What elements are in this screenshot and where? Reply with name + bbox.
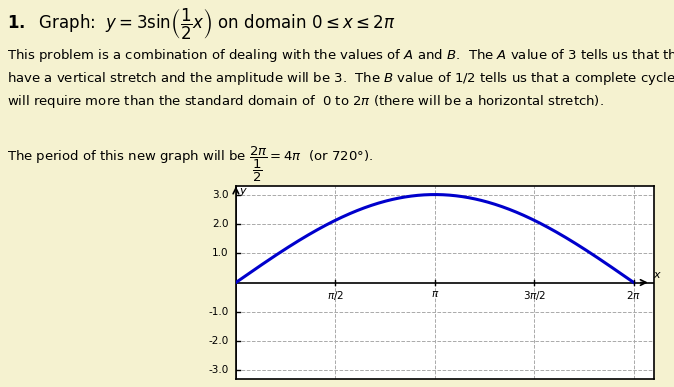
Text: The period of this new graph will be $\dfrac{2\pi}{\dfrac{1}{2}} = 4\pi$  (or 72: The period of this new graph will be $\d… — [7, 145, 373, 184]
Text: $3\pi/2$: $3\pi/2$ — [522, 289, 546, 302]
Text: $\pi$: $\pi$ — [431, 289, 439, 299]
Text: $\mathbf{1.}$  Graph:  $y = 3\sin\!\left(\dfrac{1}{2}x\right)$ on domain $0 \leq: $\mathbf{1.}$ Graph: $y = 3\sin\!\left(\… — [7, 6, 395, 41]
Text: $2\pi$: $2\pi$ — [626, 289, 641, 301]
Text: $y$: $y$ — [239, 187, 248, 199]
Text: $x$: $x$ — [652, 270, 661, 280]
Text: $\pi/2$: $\pi/2$ — [327, 289, 344, 302]
Text: 3.0: 3.0 — [212, 190, 228, 200]
Text: -2.0: -2.0 — [208, 336, 228, 346]
Text: -3.0: -3.0 — [208, 365, 228, 375]
Text: 1.0: 1.0 — [212, 248, 228, 258]
Text: 2.0: 2.0 — [212, 219, 228, 229]
Text: This problem is a combination of dealing with the values of $A$ and $B$.  The $A: This problem is a combination of dealing… — [7, 47, 674, 110]
Text: -1.0: -1.0 — [208, 307, 228, 317]
